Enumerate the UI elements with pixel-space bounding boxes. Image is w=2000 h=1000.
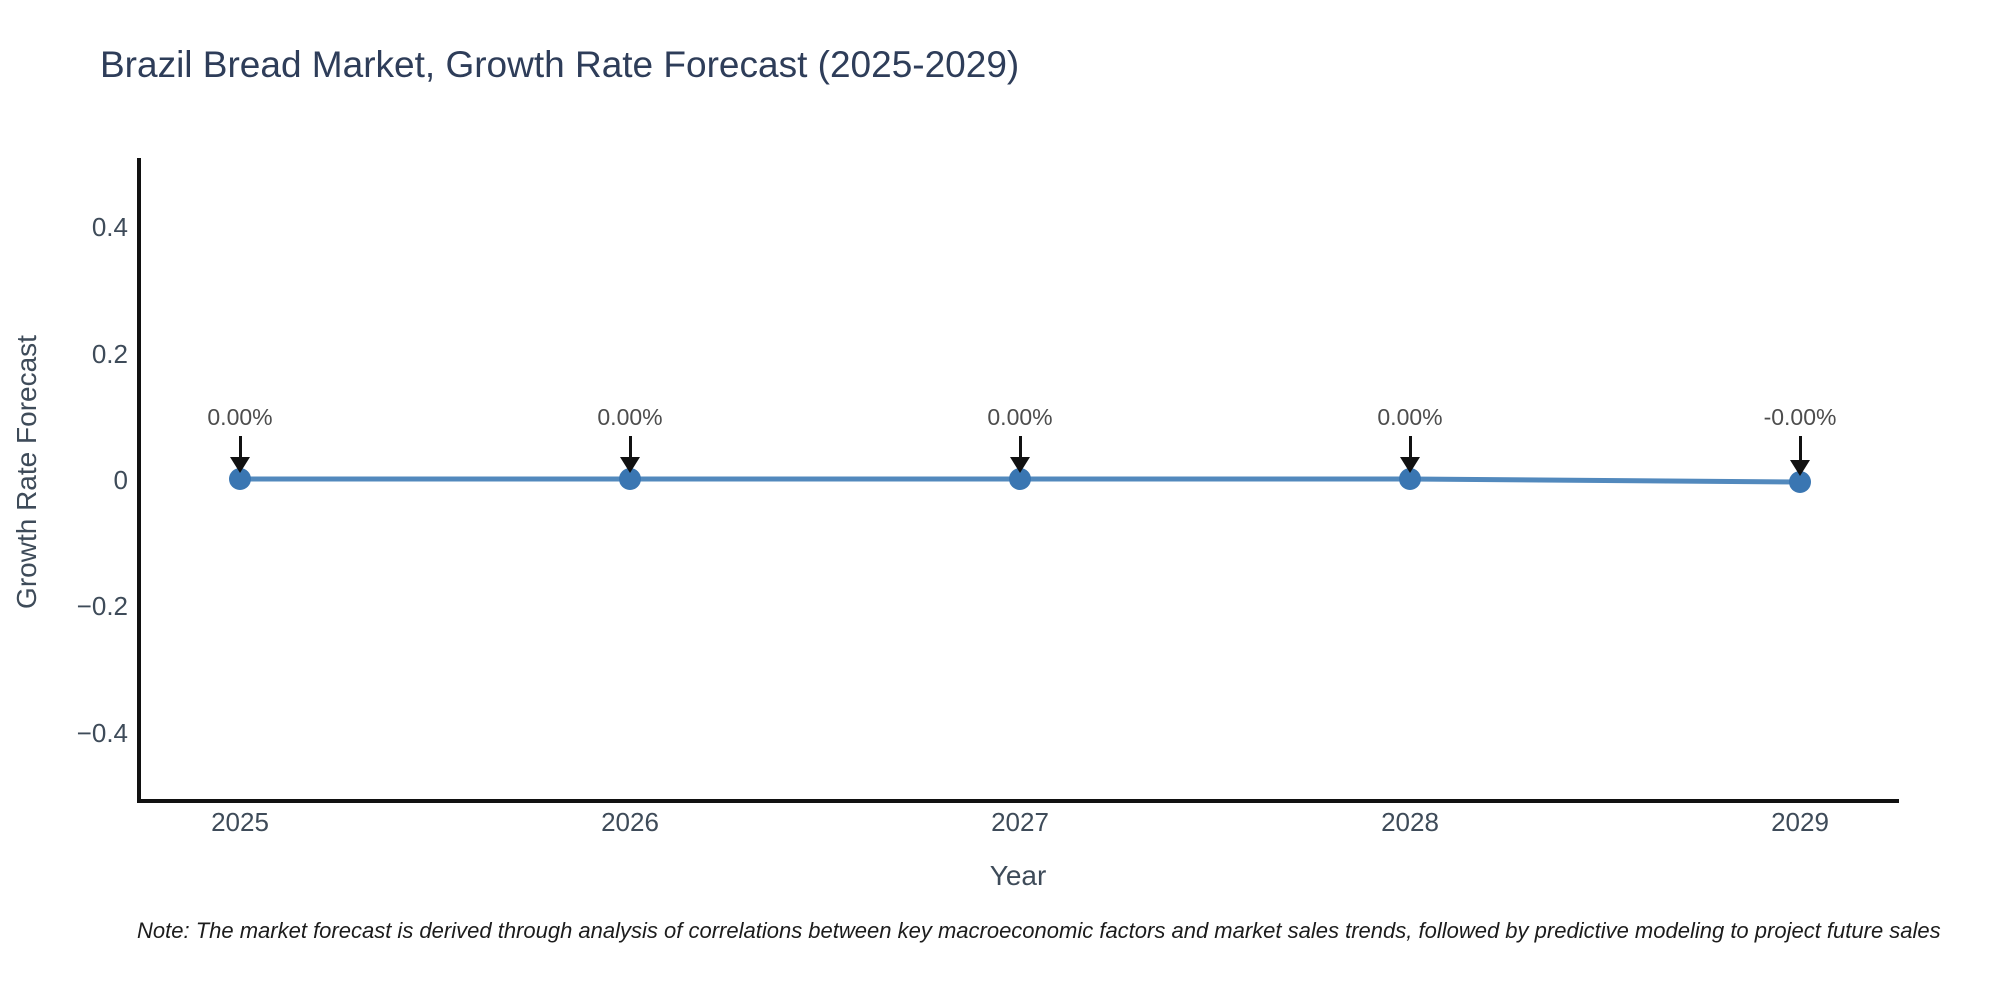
data-point-marker [1789, 471, 1811, 493]
x-tick-label: 2027 [991, 807, 1049, 837]
x-axis-title: Year [989, 860, 1047, 891]
y-tick-label: 0.2 [91, 338, 128, 369]
point-annotation-label: 0.00% [987, 404, 1053, 430]
data-point-marker [229, 468, 251, 490]
annotation-arrow-head-icon [1790, 460, 1810, 476]
y-tick-label: 0 [113, 465, 128, 495]
x-tick-label: 2028 [1381, 807, 1439, 837]
annotation-arrow-stem [238, 436, 242, 461]
annotation-arrow-stem [1798, 436, 1802, 464]
annotation-arrow-head-icon [230, 457, 250, 473]
annotation-arrow-head-icon [620, 457, 640, 473]
y-axis-line [137, 158, 141, 803]
y-tick-label: −0.2 [76, 591, 128, 622]
annotation-arrow-stem [628, 436, 632, 461]
point-annotation-label: -0.00% [1763, 404, 1837, 430]
x-tick-label: 2029 [1771, 807, 1829, 837]
y-tick-label: −0.4 [76, 717, 128, 748]
point-annotation-label: 0.00% [597, 404, 663, 430]
x-axis-line [137, 799, 1899, 803]
data-point-marker [1009, 468, 1031, 490]
x-tick-label: 2026 [601, 807, 659, 837]
footnote: Note: The market forecast is derived thr… [137, 918, 1941, 943]
x-tick-label: 2025 [211, 807, 269, 837]
annotation-arrow-head-icon [1010, 457, 1030, 473]
annotation-arrow-head-icon [1400, 457, 1420, 473]
data-point-marker [1399, 468, 1421, 490]
point-annotation-label: 0.00% [207, 404, 273, 430]
annotation-arrow-stem [1018, 436, 1022, 461]
chart-title: Brazil Bread Market, Growth Rate Forecas… [100, 44, 1020, 85]
annotation-arrow-stem [1408, 436, 1412, 461]
y-tick-label: 0.4 [91, 212, 128, 243]
point-annotation-label: 0.00% [1377, 404, 1443, 430]
data-point-marker [619, 468, 641, 490]
